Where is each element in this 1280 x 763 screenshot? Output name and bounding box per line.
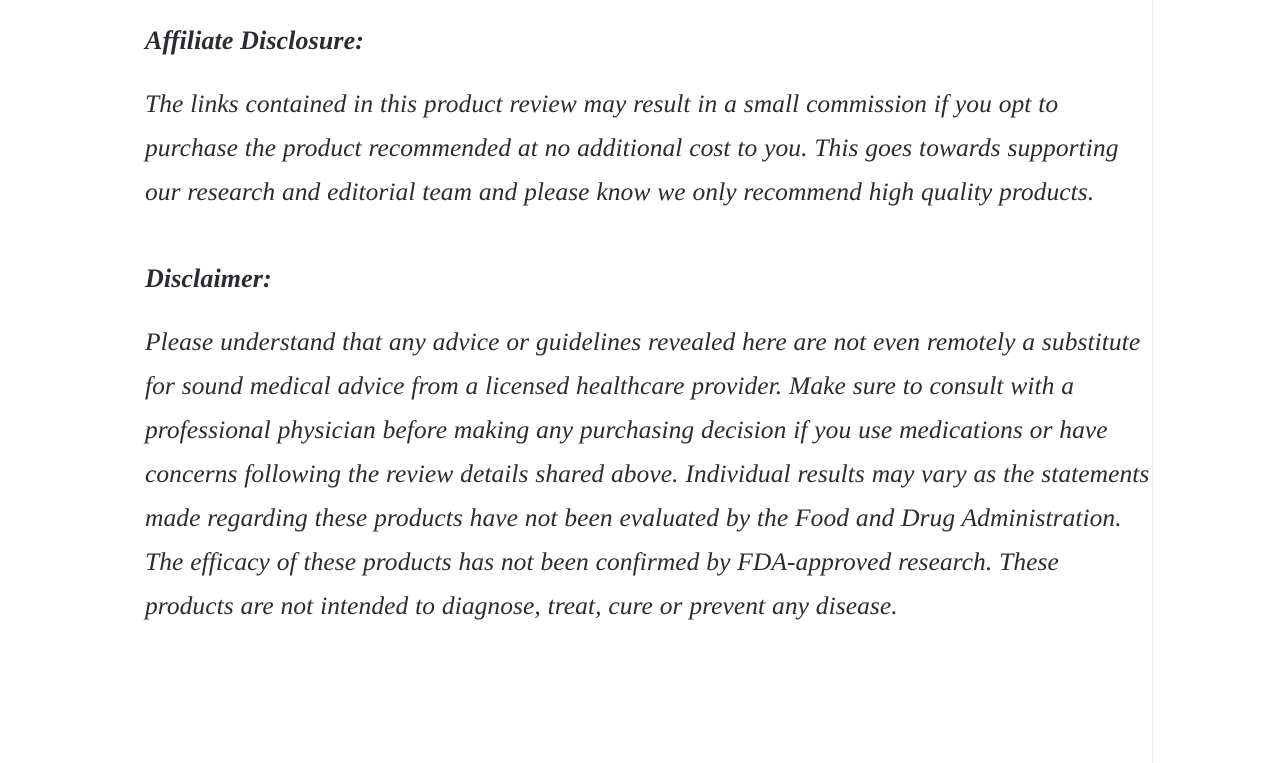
- disclaimer-paragraph: Please understand that any advice or gui…: [145, 327, 1150, 620]
- disclaimer-heading: Disclaimer:: [145, 264, 272, 293]
- article-content: Affiliate Disclosure: The links containe…: [145, 0, 1152, 628]
- affiliate-disclosure-heading: Affiliate Disclosure:: [145, 26, 364, 55]
- content-column-right-rule: [1152, 0, 1153, 763]
- affiliate-disclosure-paragraph: The links contained in this product revi…: [145, 89, 1119, 206]
